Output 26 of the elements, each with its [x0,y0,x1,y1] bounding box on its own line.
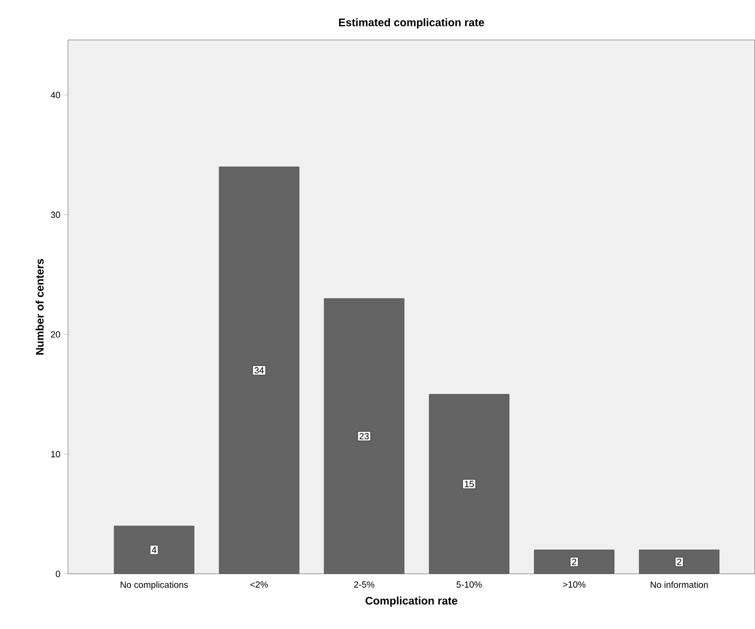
data-label: 15 [464,481,474,488]
data-label: 23 [360,433,369,440]
x-tick-label: <2% [250,581,268,588]
y-tick-label: 20 [50,331,60,338]
bar [428,394,510,574]
y-tick-label: 0 [56,570,60,578]
bar [219,166,300,574]
x-tick-label: >10% [563,581,586,588]
data-label: 34 [254,367,264,374]
x-axis-title: Complication rate [366,596,458,607]
data-label: 2 [572,558,576,566]
y-tick-label: 30 [50,212,60,218]
x-tick-label: 2-5% [354,581,374,588]
data-label: 2 [677,558,682,566]
y-tick-label: 10 [51,451,60,458]
bar [534,550,614,574]
chart-title: Estimated complication rate [339,18,484,29]
x-tick-label: No complications [120,581,188,590]
bar [324,298,404,574]
x-tick-label: No information [650,581,708,588]
y-axis-title: Number of centers [36,259,44,355]
y-tick-label: 40 [50,92,60,98]
bar [639,550,720,574]
data-label: 4 [152,546,156,554]
x-tick-label: 5-10% [456,581,482,588]
bar [114,526,194,574]
